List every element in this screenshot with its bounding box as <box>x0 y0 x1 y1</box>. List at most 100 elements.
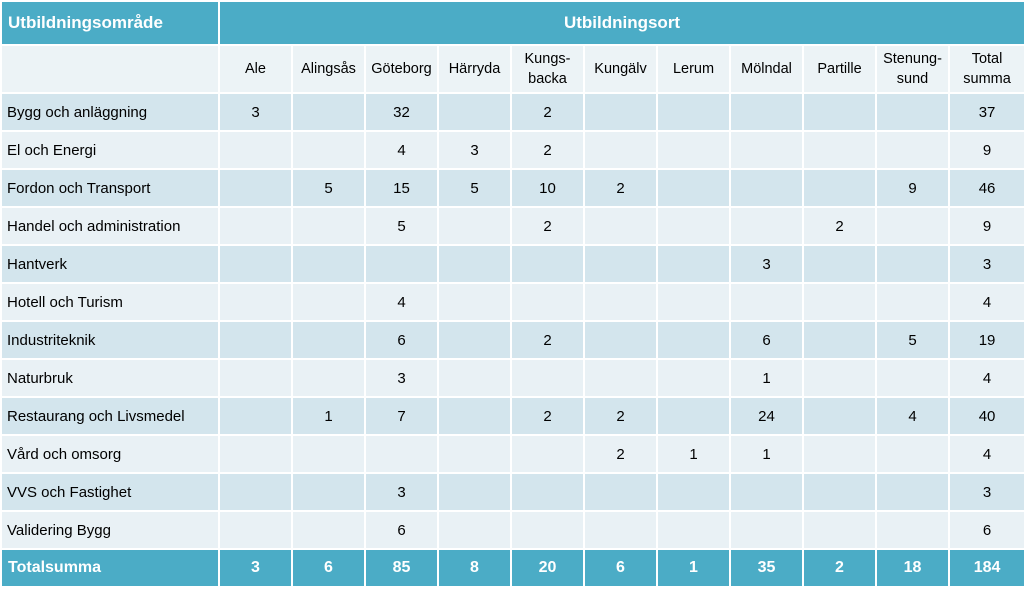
table-cell: 2 <box>510 206 585 246</box>
total-cell: 35 <box>729 548 804 588</box>
table-cell <box>802 92 877 132</box>
total-cell: 2 <box>802 548 877 588</box>
table-cell <box>510 510 585 550</box>
table-cell: 1 <box>729 358 804 398</box>
row-header-title: Utbildningsområde <box>0 0 220 46</box>
table-cell <box>510 434 585 474</box>
row-label: Naturbruk <box>0 358 220 398</box>
row-label: VVS och Fastighet <box>0 472 220 512</box>
column-header: Partille <box>802 44 877 94</box>
table-cell: 2 <box>510 130 585 170</box>
total-cell: 20 <box>510 548 585 588</box>
column-header-empty <box>0 44 220 94</box>
table-row: Restaurang och Livsmedel 1 7 2 2 24 4 40 <box>0 396 1024 436</box>
table-cell <box>291 282 366 322</box>
table-cell <box>656 320 731 360</box>
table-cell: 3 <box>364 472 439 512</box>
row-label: Hantverk <box>0 244 220 284</box>
column-header-row: Ale Alingsås Göteborg Härryda Kungs-backa Kun… <box>0 44 1024 94</box>
table-cell <box>583 282 658 322</box>
table-cell <box>729 510 804 550</box>
table-cell: 4 <box>947 434 1024 474</box>
row-label: El och Energi <box>0 130 220 170</box>
column-header: Stenung-sund <box>875 44 950 94</box>
table-cell <box>583 320 658 360</box>
row-label: Hotell och Turism <box>0 282 220 322</box>
table-cell <box>291 244 366 284</box>
row-label: Validering Bygg <box>0 510 220 550</box>
table-row: VVS och Fastighet 3 3 <box>0 472 1024 512</box>
table-cell <box>437 358 512 398</box>
table-cell: 2 <box>583 434 658 474</box>
total-cell: 6 <box>583 548 658 588</box>
table-cell: 4 <box>947 282 1024 322</box>
table-cell <box>729 472 804 512</box>
table-cell <box>510 358 585 398</box>
table-cell <box>802 434 877 474</box>
total-cell: 184 <box>947 548 1024 588</box>
table-cell <box>291 358 366 398</box>
table-cell <box>291 472 366 512</box>
table-cell <box>729 92 804 132</box>
table-cell <box>875 472 950 512</box>
table-cell <box>875 358 950 398</box>
column-header: Härryda <box>437 44 512 94</box>
table-row: Validering Bygg 6 6 <box>0 510 1024 550</box>
table-cell <box>364 434 439 474</box>
column-header: Total summa <box>947 44 1024 94</box>
table-cell: 4 <box>947 358 1024 398</box>
table-cell <box>437 434 512 474</box>
table-cell <box>802 396 877 436</box>
table-cell <box>802 168 877 208</box>
table-cell <box>875 92 950 132</box>
column-header: Ale <box>218 44 293 94</box>
table-cell: 1 <box>656 434 731 474</box>
table-cell: 9 <box>947 130 1024 170</box>
table-cell <box>218 510 293 550</box>
table-row: Vård och omsorg 2 1 1 4 <box>0 434 1024 474</box>
table-cell <box>291 510 366 550</box>
table-cell: 24 <box>729 396 804 436</box>
row-label: Bygg och anläggning <box>0 92 220 132</box>
table-cell <box>729 206 804 246</box>
table-cell <box>583 510 658 550</box>
table-cell <box>583 130 658 170</box>
total-row: Totalsumma 3 6 85 8 20 6 1 35 2 18 184 <box>0 548 1024 588</box>
table-cell: 3 <box>729 244 804 284</box>
column-group-title: Utbildningsort <box>217 0 1024 46</box>
table-cell: 4 <box>364 130 439 170</box>
table-cell: 3 <box>947 472 1024 512</box>
table-cell <box>875 434 950 474</box>
table-cell: 6 <box>947 510 1024 550</box>
table-cell: 2 <box>583 168 658 208</box>
table-cell <box>802 358 877 398</box>
table-cell <box>583 472 658 512</box>
column-header: Kungs-backa <box>510 44 585 94</box>
table-cell: 3 <box>218 92 293 132</box>
row-label: Handel och administration <box>0 206 220 246</box>
table-cell <box>437 244 512 284</box>
table-cell <box>656 472 731 512</box>
table-cell: 2 <box>583 396 658 436</box>
table-cell <box>656 396 731 436</box>
table-cell <box>291 434 366 474</box>
table-cell <box>802 472 877 512</box>
table-cell: 5 <box>875 320 950 360</box>
table-cell <box>656 130 731 170</box>
column-header: Kungälv <box>583 44 658 94</box>
table-cell <box>218 396 293 436</box>
table-cell <box>218 168 293 208</box>
table-cell: 2 <box>510 320 585 360</box>
total-cell: 6 <box>291 548 366 588</box>
table-row: Fordon och Transport 5 15 5 10 2 9 46 <box>0 168 1024 208</box>
total-cell: 18 <box>875 548 950 588</box>
table-cell <box>218 358 293 398</box>
row-label: Fordon och Transport <box>0 168 220 208</box>
column-header: Alingsås <box>291 44 366 94</box>
table-cell <box>656 206 731 246</box>
column-header: Lerum <box>656 44 731 94</box>
table-row: Hotell och Turism 4 4 <box>0 282 1024 322</box>
table-cell: 5 <box>364 206 439 246</box>
table-cell: 6 <box>729 320 804 360</box>
table-cell <box>218 206 293 246</box>
